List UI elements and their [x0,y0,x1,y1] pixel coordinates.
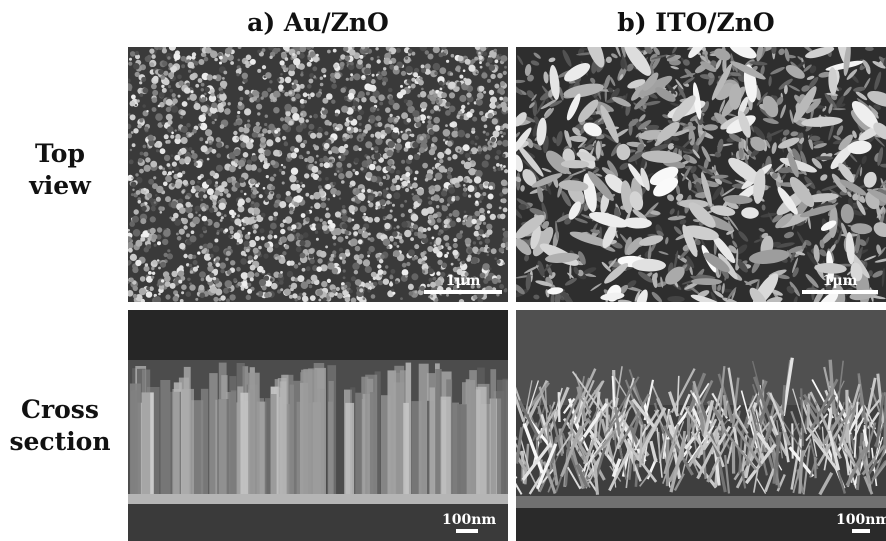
row-label-top-line2: view [29,171,91,200]
scalebar-line [456,529,478,533]
sem-image-ito-zno-cross-section: 100nm [516,310,886,541]
column-title-au-zno: a) Au/ZnO [247,8,389,37]
row-label-top-line1: Top [35,139,85,168]
grain-texture [128,47,508,302]
row-label-cross-section: Cross section [0,394,120,458]
row-label-cross-line2: section [9,427,111,456]
scalebar-au-top: 1μm [424,273,502,294]
scalebar-ito-cross: 100nm [836,512,886,533]
scalebar-line [852,529,870,533]
scalebar-line [802,290,878,294]
column-title-ito-zno: b) ITO/ZnO [617,8,775,37]
row-label-top-view: Top view [0,138,120,202]
scalebar-au-cross: 100nm [442,512,497,533]
scalebar-label: 100nm [442,512,497,528]
scalebar-label: 1μm [445,273,481,289]
scalebar-label: 1μm [822,273,858,289]
sem-image-au-zno-top: 1μm [128,47,508,302]
row-label-cross-line1: Cross [21,395,99,424]
sem-image-ito-zno-top: 1μm [516,47,886,302]
needle-texture [516,310,886,541]
scalebar-ito-top: 1μm [802,273,878,294]
nanorod-texture [128,310,508,541]
sem-image-au-zno-cross-section: 100nm [128,310,508,541]
scalebar-label: 100nm [836,512,886,528]
scalebar-line [424,290,502,294]
flake-texture [516,47,886,302]
